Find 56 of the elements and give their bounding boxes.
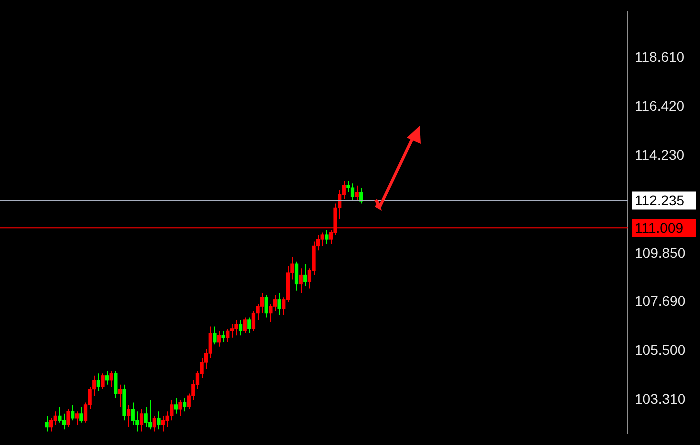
- candlestick: [222, 330, 226, 343]
- candlestick: [278, 292, 282, 316]
- candlestick: [144, 406, 148, 428]
- candlestick: [208, 326, 212, 359]
- y-tick-label: 105.500: [635, 342, 686, 358]
- candlestick: [264, 294, 268, 318]
- candlestick: [174, 398, 178, 414]
- candlestick: [45, 416, 49, 432]
- ref-line-label: 111.009: [635, 220, 684, 236]
- y-tick-label: 114.230: [635, 146, 685, 163]
- candlestick: [243, 317, 247, 334]
- candlestick: [248, 317, 252, 334]
- candlestick: [161, 416, 166, 432]
- candlestick: [62, 413, 66, 430]
- y-tick-label: 103.310: [635, 391, 686, 408]
- candlestick: [105, 370, 110, 386]
- candlestick: [66, 408, 70, 428]
- candlestick: [157, 411, 161, 430]
- candlestick: [217, 330, 222, 348]
- candlestick: [350, 183, 355, 202]
- candlestick: [273, 294, 278, 312]
- candlestick: [170, 400, 174, 422]
- candlestick: [96, 373, 101, 392]
- candlestick: [299, 268, 303, 294]
- candlestick: [54, 411, 58, 426]
- candlestick: [114, 370, 118, 399]
- candlestick: [140, 408, 144, 432]
- candlestick: [355, 185, 359, 202]
- candlestick: [234, 320, 238, 336]
- candlestick: [75, 411, 79, 426]
- candlestick: [152, 416, 156, 432]
- candlestick: [226, 328, 230, 343]
- candlestick: [294, 261, 299, 292]
- ref-line-label: 112.235: [635, 192, 685, 209]
- y-tick-label: 118.610: [635, 48, 685, 65]
- y-tick-label: 116.420: [635, 98, 685, 114]
- candlestick: [252, 310, 256, 332]
- candlestick: [178, 400, 182, 417]
- candlestick: [213, 326, 217, 346]
- y-tick-label: 109.850: [635, 244, 686, 261]
- candlestick: [71, 404, 75, 422]
- candlestick: [101, 373, 105, 390]
- candlestick: [58, 406, 62, 424]
- candlestick: [118, 384, 122, 408]
- candlestick: [238, 320, 243, 336]
- candlestick: [325, 230, 329, 244]
- candlestick: [80, 406, 84, 424]
- candlestick: [127, 404, 131, 428]
- candlestick: [49, 418, 54, 432]
- candlestick: [304, 264, 308, 287]
- candlestick: [182, 398, 187, 412]
- candlestick: [320, 232, 324, 247]
- candlestick: [269, 304, 273, 323]
- candlestick: [110, 370, 114, 388]
- candlestick: [230, 324, 234, 338]
- y-tick-label: 107.690: [635, 293, 686, 310]
